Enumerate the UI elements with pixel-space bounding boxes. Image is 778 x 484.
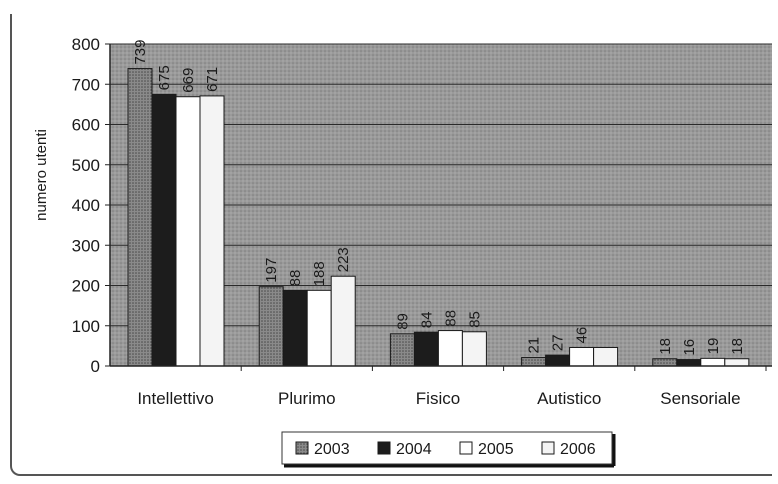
bar-2004-plurimo xyxy=(282,289,308,367)
data-label: 188 xyxy=(311,261,328,286)
legend-label-2004: 2004 xyxy=(396,441,432,458)
data-label: 27 xyxy=(550,334,567,351)
bar-2004-sensoriale xyxy=(676,359,702,367)
data-label: 21 xyxy=(526,337,543,354)
data-label: 88 xyxy=(442,310,459,327)
bar-2006-fisico xyxy=(461,331,487,367)
legend-label-2003: 2003 xyxy=(314,441,350,458)
y-tick-label: 600 xyxy=(72,116,100,135)
legend: 2003 2004 2005 2006 xyxy=(281,431,616,468)
legend-swatch-2003 xyxy=(295,441,309,455)
y-tick-label: 700 xyxy=(72,75,100,94)
bar-2003-plurimo xyxy=(258,286,284,367)
data-label: 671 xyxy=(204,67,221,92)
bar-2005-intellettivo xyxy=(175,96,201,367)
chart-card: 0 100 200 300 400 500 600 700 800 numero utenti 73… xyxy=(10,14,772,476)
bar-2003-fisico xyxy=(389,333,415,367)
labels: 0 100 200 300 400 500 600 700 800 numero utenti 73… xyxy=(33,35,746,408)
bar-2004-fisico xyxy=(413,331,439,367)
legend-label-2006: 2006 xyxy=(560,441,596,458)
data-label: 223 xyxy=(335,247,352,272)
bar-2004-autistico xyxy=(545,354,571,367)
y-tick-label: 200 xyxy=(72,277,100,296)
bar-2004-intellettivo xyxy=(151,93,177,367)
bar-2005-sensoriale xyxy=(700,357,726,367)
bar-2006-sensoriale xyxy=(724,358,750,367)
data-label: 18 xyxy=(729,338,746,355)
data-label: 89 xyxy=(394,313,411,330)
bar-2006-plurimo xyxy=(330,275,356,367)
data-label: 88 xyxy=(287,270,304,287)
legend-swatch-2006 xyxy=(541,441,555,455)
bar-2003-autistico xyxy=(521,357,547,367)
bar-2003-sensoriale xyxy=(652,358,678,367)
data-label: 18 xyxy=(657,338,674,355)
x-tick-label: Sensoriale xyxy=(660,389,740,408)
data-label: 739 xyxy=(132,40,149,65)
data-label: 19 xyxy=(705,338,722,355)
y-tick-label: 500 xyxy=(72,156,100,175)
legend-swatch-2005 xyxy=(459,441,473,455)
bar-2003-intellettivo xyxy=(127,68,153,367)
y-tick-label: 0 xyxy=(91,357,100,376)
data-label: 669 xyxy=(180,68,197,93)
data-label: 46 xyxy=(574,327,591,344)
data-label: 84 xyxy=(418,312,435,329)
legend-label-2005: 2005 xyxy=(478,441,514,458)
bar-2005-plurimo xyxy=(306,289,332,367)
axes xyxy=(109,44,772,371)
y-axis-title: numero utenti xyxy=(33,129,50,221)
bar-2005-autistico xyxy=(569,346,595,367)
bar-2006-intellettivo xyxy=(199,95,225,367)
bar-2005-fisico xyxy=(437,330,463,367)
x-tick-label: Intellettivo xyxy=(137,389,214,408)
legend-box xyxy=(281,431,613,465)
x-tick-label: Plurimo xyxy=(278,389,336,408)
bar-2006-autistico xyxy=(593,346,619,367)
y-tick-label: 300 xyxy=(72,236,100,255)
bars xyxy=(127,68,750,367)
data-label: 16 xyxy=(681,339,698,356)
data-label: 197 xyxy=(263,258,280,283)
legend-swatch-2004 xyxy=(377,441,391,455)
x-tick-label: Fisico xyxy=(416,389,460,408)
data-label: 675 xyxy=(156,65,173,90)
y-tick-label: 100 xyxy=(72,317,100,336)
y-tick-label: 400 xyxy=(72,196,100,215)
y-tick-label: 800 xyxy=(72,35,100,54)
bar-chart: 0 100 200 300 400 500 600 700 800 numero utenti 73… xyxy=(33,35,772,468)
x-tick-label: Autistico xyxy=(537,389,601,408)
data-label: 85 xyxy=(466,311,483,328)
